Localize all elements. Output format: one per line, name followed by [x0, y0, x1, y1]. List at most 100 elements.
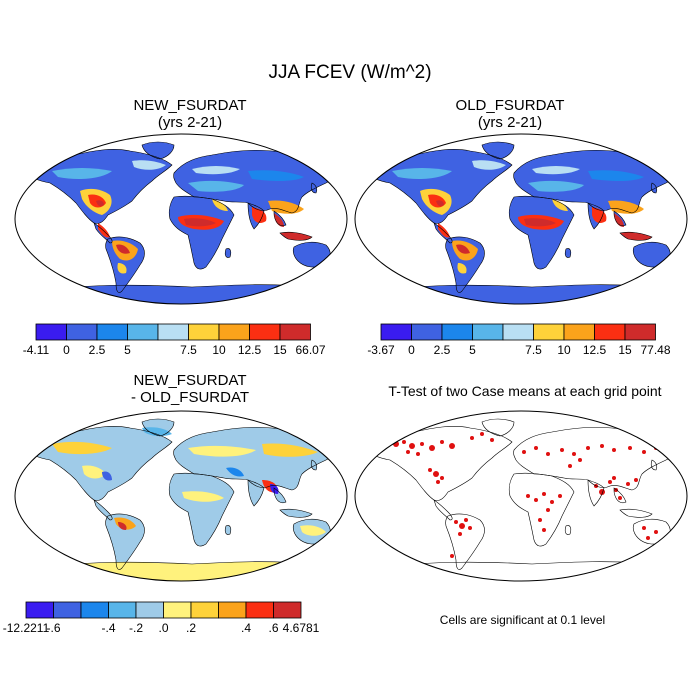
difference-region	[102, 471, 112, 481]
coastline	[613, 210, 627, 227]
coastline	[310, 182, 318, 194]
landmass-eurasia	[173, 427, 336, 490]
coastline	[105, 236, 145, 293]
colorbar-box	[472, 323, 504, 341]
colorbar-diff: -12.2211-.6 -.4 -.2 .0 .2 .4 .6 4.6781	[3, 601, 320, 635]
colorbar-box	[624, 323, 656, 341]
colorbar-label: 5	[469, 343, 476, 357]
coastline	[508, 472, 575, 547]
landmass-africa	[509, 196, 574, 270]
colorbar-label: 10	[212, 343, 226, 357]
field-region	[532, 166, 580, 175]
significant-cell	[420, 442, 424, 446]
coastline	[369, 149, 513, 224]
colorbar-box	[35, 323, 67, 341]
colorbar-old: -3.67 0 2.5 5 7.5 10 12.5 15 77.48	[367, 323, 671, 357]
panel-title-old-line2: (yrs 2-21)	[477, 114, 543, 131]
landmass-australia	[633, 242, 671, 268]
colorbar-box	[594, 323, 626, 341]
significant-cell	[572, 452, 576, 456]
colorbar-box	[108, 601, 137, 619]
field-region	[188, 180, 244, 192]
colorbar-box	[411, 323, 443, 341]
coastline	[369, 426, 513, 501]
difference-region	[82, 465, 106, 479]
significant-cell	[618, 496, 622, 500]
significant-cell	[612, 448, 616, 452]
colorbar-box	[53, 601, 82, 619]
landmass-eurasia	[173, 150, 336, 213]
panel-title-old-line1: OLD_FSURDAT	[455, 97, 565, 114]
colorbar-box	[66, 323, 98, 341]
field-region	[192, 166, 240, 175]
colorbar-label: 2.5	[89, 343, 106, 357]
significant-cell	[550, 500, 554, 504]
coastline	[247, 479, 265, 507]
main-title: JJA FCEV (W/m^2)	[268, 62, 432, 83]
colorbar-label: 15	[618, 343, 632, 357]
significant-cell	[626, 482, 630, 486]
colorbar-label: .6	[268, 621, 278, 635]
coastline	[445, 513, 485, 570]
significant-cell	[458, 532, 462, 536]
field-region	[614, 213, 624, 227]
significant-cell	[558, 494, 562, 498]
significant-cell	[546, 508, 550, 512]
colorbar-label: 4.6781	[283, 621, 320, 635]
significant-cell	[642, 450, 646, 454]
landmass-camerica	[434, 500, 453, 520]
significant-cell	[654, 530, 658, 534]
colorbar-label: .2	[186, 621, 196, 635]
significant-cell	[612, 476, 616, 480]
significant-cell	[468, 526, 472, 530]
coastline	[445, 236, 485, 293]
coastline	[105, 513, 145, 570]
colorbar-label: 5	[124, 343, 131, 357]
colorbar-label: -12.2211	[3, 621, 50, 635]
significant-cell	[586, 446, 590, 450]
field-region	[608, 200, 644, 214]
field-region	[212, 199, 228, 211]
colorbar-label: 12.5	[238, 343, 262, 357]
colorbar-box	[249, 323, 281, 341]
significant-cell	[480, 432, 484, 436]
coastline	[247, 202, 265, 230]
colorbar-box	[502, 323, 534, 341]
field-region	[528, 180, 584, 192]
coastline	[279, 231, 313, 241]
coastline	[564, 525, 572, 535]
difference-region	[52, 441, 112, 455]
coastline	[173, 149, 337, 214]
significant-cell	[628, 446, 632, 450]
coastline	[279, 508, 313, 518]
colorbar-box	[163, 601, 192, 619]
map-frame	[354, 133, 688, 305]
colorbar-box	[127, 323, 159, 341]
panel-title-diff-line1: NEW_FSURDAT	[133, 372, 247, 389]
significant-cell	[534, 498, 538, 502]
field-region	[96, 200, 104, 207]
field-region	[116, 244, 130, 254]
panel-title-new: NEW_FSURDAT (yrs 2-21)	[30, 97, 350, 131]
ttest-significance-note: Cells are significant at 0.1 level	[439, 613, 606, 627]
field-region	[248, 170, 304, 181]
coastline	[650, 182, 658, 194]
field-region	[268, 200, 304, 214]
panel-title-diff: NEW_FSURDAT - OLD_FSURDAT	[30, 372, 350, 406]
field-region	[524, 218, 556, 227]
colorbar-label: 7.5	[180, 343, 197, 357]
colorbar-label: -4.11	[23, 343, 50, 357]
colorbar-box	[218, 323, 250, 341]
significant-cell	[440, 476, 444, 480]
colorbar-label: 2.5	[434, 343, 451, 357]
significant-cell	[542, 492, 546, 496]
field-region	[52, 168, 112, 179]
colorbar-box	[96, 323, 128, 341]
landmass-madagascar	[565, 525, 571, 535]
significant-cell	[526, 494, 530, 498]
colorbar-label: .4	[241, 621, 251, 635]
field-region	[184, 218, 216, 227]
colorbar-box	[80, 601, 109, 619]
map-frame	[14, 133, 348, 305]
colorbar-box	[245, 601, 274, 619]
